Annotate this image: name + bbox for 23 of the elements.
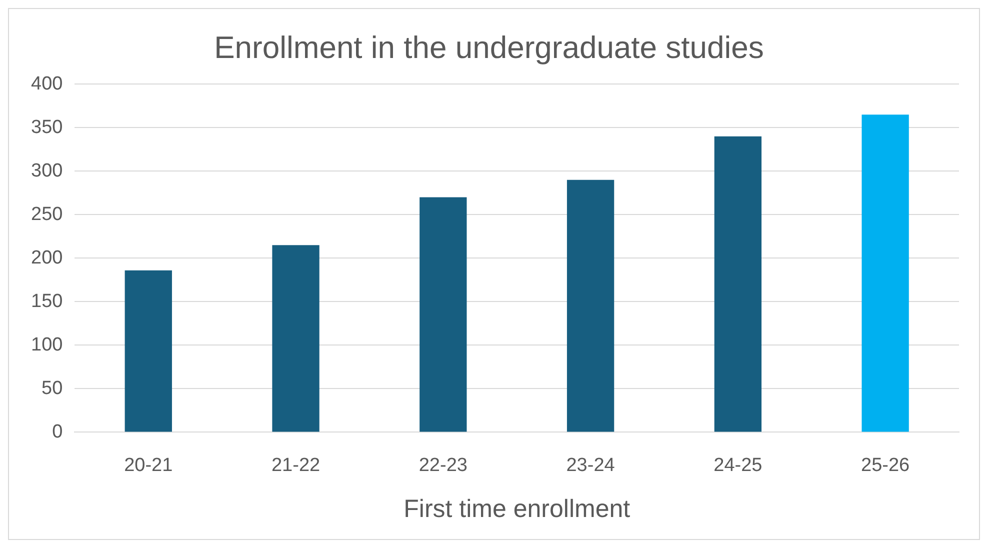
y-tick-label: 200 — [31, 247, 63, 268]
bar — [714, 136, 762, 432]
bar — [862, 114, 909, 432]
y-tick-label: 400 — [31, 73, 63, 94]
y-tick-label: 300 — [31, 160, 63, 182]
y-tick-label: 250 — [31, 204, 63, 225]
x-tick-label: 25-26 — [861, 454, 910, 476]
x-tick-label: 23-24 — [566, 454, 616, 476]
bar — [124, 270, 172, 432]
bar — [272, 245, 320, 432]
y-tick-label: 350 — [31, 116, 63, 138]
bar — [420, 197, 467, 432]
x-tick-label: 22-23 — [418, 454, 468, 476]
y-tick-label: 0 — [52, 421, 63, 442]
chart-title: Enrollment in the undergraduate studies — [214, 30, 764, 66]
y-tick-label: 100 — [31, 334, 63, 356]
x-tick-label: 20-21 — [124, 454, 173, 476]
x-tick-label: 24-25 — [714, 454, 762, 476]
x-axis-title: First time enrollment — [404, 494, 630, 523]
y-tick-label: 150 — [31, 290, 63, 312]
bar — [566, 180, 614, 432]
x-tick-label: 21-22 — [271, 454, 320, 476]
y-tick-label: 50 — [42, 378, 63, 399]
